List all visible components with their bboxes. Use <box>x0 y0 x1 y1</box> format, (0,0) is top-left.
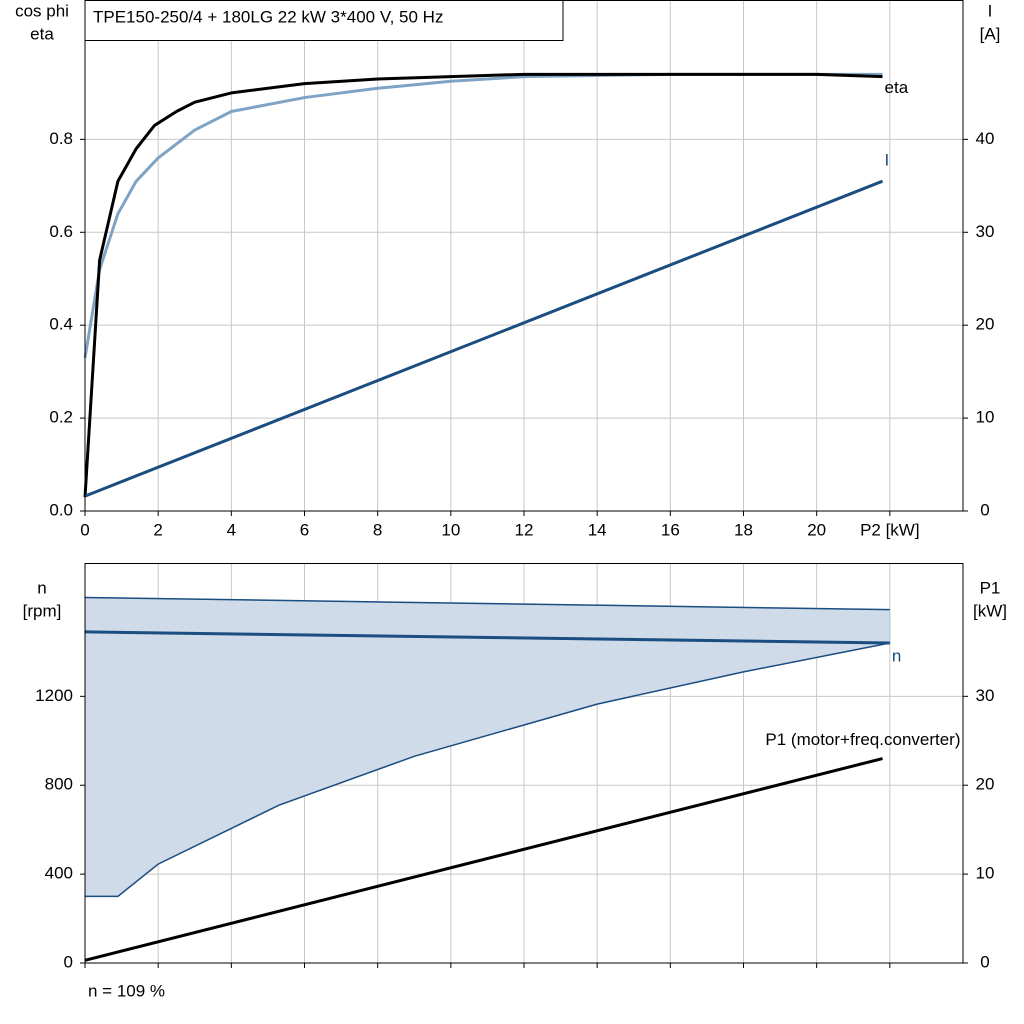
y2-tick-label: 0 <box>980 952 989 971</box>
series-line <box>84 757 883 962</box>
x-tick-label: 16 <box>661 520 680 539</box>
title-box <box>84 0 564 41</box>
y-tick-label: 0.2 <box>49 408 73 427</box>
y-tick-label: 0.6 <box>49 222 73 241</box>
x-tick-label: 18 <box>734 520 753 539</box>
series-line <box>83 72 883 498</box>
y-tick-label: 0.8 <box>49 129 73 148</box>
y-axis-label: n <box>37 578 46 597</box>
series-label: P1 (motor+freq.converter) <box>765 730 960 749</box>
y-tick-label: 400 <box>45 864 73 883</box>
y-tick-label: 0.0 <box>49 500 73 519</box>
series-label: n <box>892 646 901 665</box>
y2-tick-label: 30 <box>976 222 995 241</box>
x-tick-label: 14 <box>588 520 607 539</box>
x-tick-label: 0 <box>80 520 89 539</box>
series-line <box>84 179 884 498</box>
x-tick-label: 6 <box>300 520 309 539</box>
chart-title: TPE150-250/4 + 180LG 22 kW 3*400 V, 50 H… <box>93 7 443 26</box>
y-axis-label: [rpm] <box>23 601 62 620</box>
y2-axis-label: I <box>988 1 993 20</box>
y-tick-label: 800 <box>45 775 73 794</box>
x-tick-label: 8 <box>373 520 382 539</box>
x-tick-label: P2 [kW] <box>860 520 920 539</box>
range-edge <box>85 642 890 898</box>
y2-tick-label: 20 <box>976 775 995 794</box>
y2-axis-label: [kW] <box>973 601 1007 620</box>
x-tick-label: 20 <box>807 520 826 539</box>
footnote: n = 109 % <box>88 981 165 1000</box>
y-axis-label: eta <box>30 24 54 43</box>
x-tick-label: 2 <box>153 520 162 539</box>
x-tick-label: 10 <box>441 520 460 539</box>
y2-axis-label: P1 <box>980 578 1001 597</box>
x-tick-label: 4 <box>227 520 236 539</box>
y2-tick-label: 0 <box>980 500 989 519</box>
y-tick-label: 1200 <box>35 686 73 705</box>
y2-axis-label: [A] <box>980 24 1001 43</box>
y2-tick-label: 20 <box>976 315 995 334</box>
y-tick-label: 0.4 <box>49 315 73 334</box>
plot-frame <box>84 563 964 964</box>
series-line <box>83 72 883 358</box>
y2-tick-label: 10 <box>976 408 995 427</box>
series-label: eta <box>885 78 909 97</box>
y2-tick-label: 30 <box>976 686 995 705</box>
series-label: I <box>885 151 890 170</box>
series-line <box>84 630 890 645</box>
y2-tick-label: 10 <box>976 864 995 883</box>
range-edge <box>84 596 890 611</box>
y-tick-label: 0 <box>64 952 73 971</box>
y-axis-label: cos phi <box>15 1 69 20</box>
y2-tick-label: 40 <box>976 129 995 148</box>
x-tick-label: 12 <box>515 520 534 539</box>
